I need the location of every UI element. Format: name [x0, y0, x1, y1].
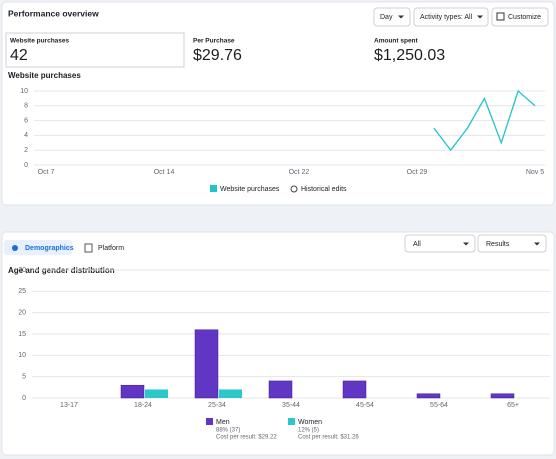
y-tick-label: 20: [18, 310, 26, 317]
bar: [268, 380, 293, 399]
bar: [416, 393, 441, 399]
y-tick-label: 6: [24, 117, 28, 124]
x-tick-label: 65+: [507, 402, 519, 409]
tab-icon: [12, 245, 18, 251]
metric-value: $1,250.03: [374, 47, 445, 64]
demographics-card: [1, 231, 555, 456]
legend-share: 12% (5): [298, 428, 319, 434]
bar: [219, 389, 242, 398]
y-tick-label: 0: [22, 395, 26, 402]
section-title: Age and gender distribution: [8, 266, 115, 275]
y-tick-label: 15: [18, 331, 26, 338]
filter-dropdown[interactable]: [404, 234, 476, 253]
legend-label: Historical edits: [301, 186, 347, 193]
bar: [194, 329, 219, 399]
activity-button[interactable]: [413, 7, 489, 27]
legend-swatch: [206, 418, 213, 425]
overview-card: [1, 1, 555, 206]
bar: [145, 389, 168, 398]
legend-cost: Cost per result: $31.26: [298, 435, 359, 441]
filter-dropdown[interactable]: [477, 234, 547, 253]
line-series: [433, 89, 536, 152]
tab-label[interactable]: Demographics: [25, 245, 74, 252]
edits-icon: [290, 185, 298, 193]
customize-icon: [496, 12, 505, 21]
x-tick-label: 25-34: [208, 402, 226, 409]
y-tick-label: 10: [18, 352, 26, 359]
button-label[interactable]: Activity types: All: [420, 14, 473, 21]
x-tick-label: 45-54: [356, 402, 374, 409]
button-label[interactable]: Customize: [508, 14, 541, 21]
y-tick-label: 2: [24, 147, 28, 154]
caret: [398, 15, 404, 19]
x-tick-label: Oct 7: [38, 169, 55, 176]
x-tick-label: Nov 5: [526, 169, 544, 176]
page-title: Performance overview: [8, 8, 99, 18]
y-tick-label: 25: [18, 288, 26, 295]
chart-title: Website purchases: [8, 71, 81, 80]
y-tick-label: 10: [20, 88, 28, 95]
x-tick-label: Oct 29: [407, 169, 428, 176]
button-label[interactable]: Day: [380, 14, 393, 21]
metric-label: Amount spent: [374, 38, 419, 45]
x-tick-label: 18-24: [134, 402, 152, 409]
bar: [342, 380, 367, 399]
customize-button[interactable]: [491, 7, 549, 27]
y-tick-label: 5: [22, 374, 26, 381]
metric-label: Website purchases: [10, 38, 70, 45]
metric-label: Per Purchase: [193, 38, 235, 45]
x-tick-label: 55-64: [430, 402, 448, 409]
tab-icon: [84, 243, 93, 253]
filter-label[interactable]: Results: [486, 241, 510, 248]
metric-value: $29.76: [193, 47, 242, 64]
bar: [490, 393, 515, 399]
x-tick-label: 13-17: [60, 402, 78, 409]
tab-label[interactable]: Platform: [98, 245, 124, 252]
y-tick-label: 30: [18, 267, 26, 274]
caret: [477, 15, 483, 19]
tab-active[interactable]: [4, 240, 72, 255]
y-tick-label: 4: [24, 132, 28, 139]
filter-label[interactable]: All: [413, 241, 421, 248]
day-button[interactable]: [373, 7, 411, 27]
metric-box: [5, 32, 185, 68]
legend-label: Website purchases: [220, 186, 280, 193]
y-tick-label: 0: [24, 162, 28, 169]
legend-swatch: [210, 185, 217, 192]
legend-share: 88% (37): [216, 428, 240, 434]
metric-value: 42: [10, 47, 28, 64]
legend-label: Men: [216, 419, 230, 426]
legend-swatch: [288, 418, 295, 425]
legend-label: Women: [298, 419, 322, 426]
bar: [120, 384, 145, 399]
x-tick-label: 35-44: [282, 402, 300, 409]
x-tick-label: Oct 22: [289, 169, 310, 176]
x-tick-label: Oct 14: [154, 169, 175, 176]
caret: [534, 242, 540, 246]
caret: [463, 242, 469, 246]
y-tick-label: 8: [24, 103, 28, 110]
legend-cost: Cost per result: $29.22: [216, 435, 277, 441]
